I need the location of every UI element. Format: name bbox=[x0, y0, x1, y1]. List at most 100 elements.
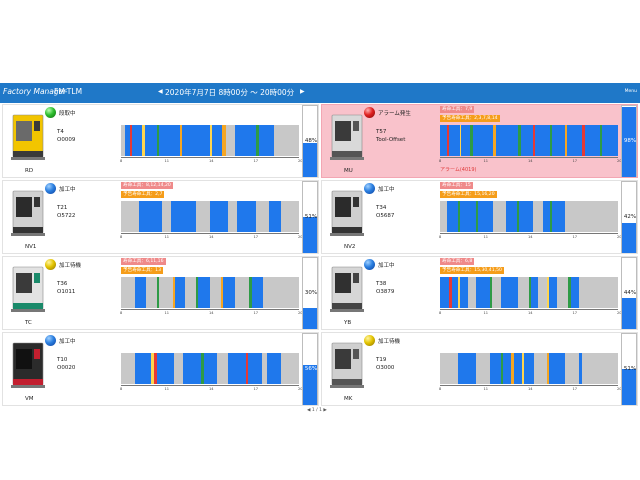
timeline-tick-label: 8 bbox=[120, 387, 123, 391]
timeline-segment bbox=[546, 353, 549, 384]
operating-rate-gauge: 30% bbox=[302, 257, 318, 329]
machine-panel-vm[interactable]: VM 加工中 T10 O0020 8 11 14 17 20 56% bbox=[2, 332, 319, 406]
timeline-segment bbox=[475, 353, 490, 384]
timeline-tick-label: 20 bbox=[617, 235, 622, 239]
timeline-segment bbox=[447, 201, 458, 232]
timeline-segment bbox=[261, 353, 267, 384]
timeline-segment bbox=[472, 125, 494, 156]
timeline-axis bbox=[440, 233, 618, 234]
machine-image bbox=[11, 342, 45, 388]
timeline-segment bbox=[451, 277, 458, 308]
timeline-segment bbox=[145, 277, 157, 308]
status-light-icon bbox=[364, 107, 375, 118]
timeline-segment bbox=[546, 277, 550, 308]
timeline-tick-label: 14 bbox=[209, 235, 214, 239]
operating-rate-label: 44% bbox=[623, 290, 637, 296]
machine-panel-nv1[interactable]: NV1 加工中 T21 O5722 寿命工具：8,12,14,20 予告寿命工具：2,7 8… bbox=[2, 180, 319, 254]
program-number: O1011 bbox=[57, 289, 76, 295]
program-number: O5687 bbox=[376, 213, 395, 219]
timeline-axis bbox=[440, 157, 618, 158]
timeline-segment bbox=[535, 125, 551, 156]
machine-image bbox=[330, 190, 364, 236]
timeline-segment bbox=[156, 277, 160, 308]
timeline-tick-label: 14 bbox=[528, 387, 533, 391]
machine-panel-nv2[interactable]: NV2 加工中 T34 O5687 寿命工具：15 予告寿命工具：15,16,20 8 11 1… bbox=[321, 180, 638, 254]
timeline-segment bbox=[518, 125, 521, 156]
program-number: O3000 bbox=[376, 365, 395, 371]
timeline-segment bbox=[448, 125, 460, 156]
timeline-segment bbox=[531, 277, 538, 308]
machine-panel-mk[interactable]: MK 加工待機 T19 O3000 8 11 14 17 20 51% bbox=[321, 332, 638, 406]
tool-number: T19 bbox=[376, 357, 387, 363]
timeline-segment bbox=[475, 201, 479, 232]
machine-panel-tc[interactable]: TC 加工待機 T36 O1011 寿命工具：6,11,16 予告寿命工具：13 8 11 14… bbox=[2, 256, 319, 330]
timeline-segment bbox=[174, 353, 184, 384]
timeline-tick-label: 8 bbox=[120, 159, 123, 163]
timeline-segment bbox=[234, 277, 250, 308]
menu-button[interactable]: Menu bbox=[624, 89, 637, 94]
timeline-segment bbox=[470, 125, 473, 156]
timeline-segment bbox=[172, 277, 176, 308]
program-number: Tool-Offset bbox=[376, 137, 406, 143]
status-light-icon bbox=[45, 183, 56, 194]
timeline-segment bbox=[578, 353, 583, 384]
tool-number: T34 bbox=[376, 205, 387, 211]
timeline-tick-label: 20 bbox=[298, 159, 303, 163]
operating-rate-gauge: 51% bbox=[302, 181, 318, 253]
status-light-icon bbox=[364, 183, 375, 194]
tool-life-warning-badge: 予告寿命工具：2,3,7,8,14 bbox=[440, 115, 500, 122]
tool-life-badge: 寿命工具：7,9 bbox=[440, 106, 475, 113]
operating-rate-fill bbox=[303, 216, 317, 253]
prev-period-button[interactable]: ◀ bbox=[158, 88, 163, 95]
timeline-segment bbox=[258, 125, 275, 156]
timeline-segment bbox=[182, 125, 210, 156]
timeline-segment bbox=[121, 201, 139, 232]
machine-image bbox=[330, 114, 364, 160]
timeline-tick-label: 17 bbox=[253, 235, 259, 239]
timeline-tick-label: 8 bbox=[439, 311, 442, 315]
timeline-tick-label: 8 bbox=[439, 387, 442, 391]
timeline-segment bbox=[135, 277, 146, 308]
pager[interactable]: ◀ 1 / 1 ▶ bbox=[307, 408, 327, 413]
timeline-segment bbox=[170, 201, 196, 232]
status-light-icon bbox=[364, 259, 375, 270]
next-period-button[interactable]: ▶ bbox=[300, 88, 305, 95]
timeline-segment bbox=[460, 201, 476, 232]
timeline-segment bbox=[263, 277, 299, 308]
timeline-segment bbox=[220, 277, 224, 308]
machine-name: TC bbox=[25, 320, 32, 326]
operating-rate-gauge: 98% bbox=[621, 105, 637, 177]
machine-panel-rd[interactable]: RD 段取中 T4 O0009 8 11 14 17 20 48% bbox=[2, 104, 319, 178]
timeline-segment bbox=[159, 277, 173, 308]
operation-timeline bbox=[121, 201, 299, 232]
timeline-tick-label: 17 bbox=[572, 387, 578, 391]
timeline-segment bbox=[227, 353, 246, 384]
timeline-tick-label: 17 bbox=[572, 235, 578, 239]
timeline-axis bbox=[121, 309, 299, 310]
machine-name: NV1 bbox=[25, 244, 37, 250]
timeline-segment bbox=[234, 125, 257, 156]
timeline-tick-label: 20 bbox=[617, 159, 622, 163]
operating-rate-label: 30% bbox=[304, 290, 318, 296]
timeline-axis bbox=[440, 309, 618, 310]
timeline-axis bbox=[440, 385, 618, 386]
machine-panel-yb[interactable]: YB 加工中 T38 O3879 寿命工具：6,8 予告寿命工具：15,30,41,50 8… bbox=[321, 256, 638, 330]
timeline-segment bbox=[142, 125, 146, 156]
machine-panel-mu[interactable]: MU アラーム発生 T57 Tool-Offset 寿命工具：7,9 予告寿命工具：2,3… bbox=[321, 104, 638, 178]
timeline-segment bbox=[519, 201, 533, 232]
timeline-segment bbox=[489, 353, 501, 384]
timeline-tick-label: 14 bbox=[528, 311, 533, 315]
timeline-segment bbox=[557, 277, 569, 308]
timeline-tick-label: 11 bbox=[483, 311, 489, 315]
timeline-segment bbox=[203, 353, 218, 384]
timeline-segment bbox=[505, 201, 517, 232]
timeline-segment bbox=[201, 353, 204, 384]
timeline-segment bbox=[135, 353, 152, 384]
timeline-segment bbox=[600, 125, 603, 156]
timeline-segment bbox=[198, 277, 210, 308]
timeline-tick-label: 17 bbox=[572, 159, 578, 163]
timeline-segment bbox=[532, 125, 536, 156]
timeline-segment bbox=[440, 277, 449, 308]
machine-image bbox=[11, 266, 45, 312]
tool-life-warning-badge: 予告寿命工具：2,7 bbox=[121, 191, 165, 198]
